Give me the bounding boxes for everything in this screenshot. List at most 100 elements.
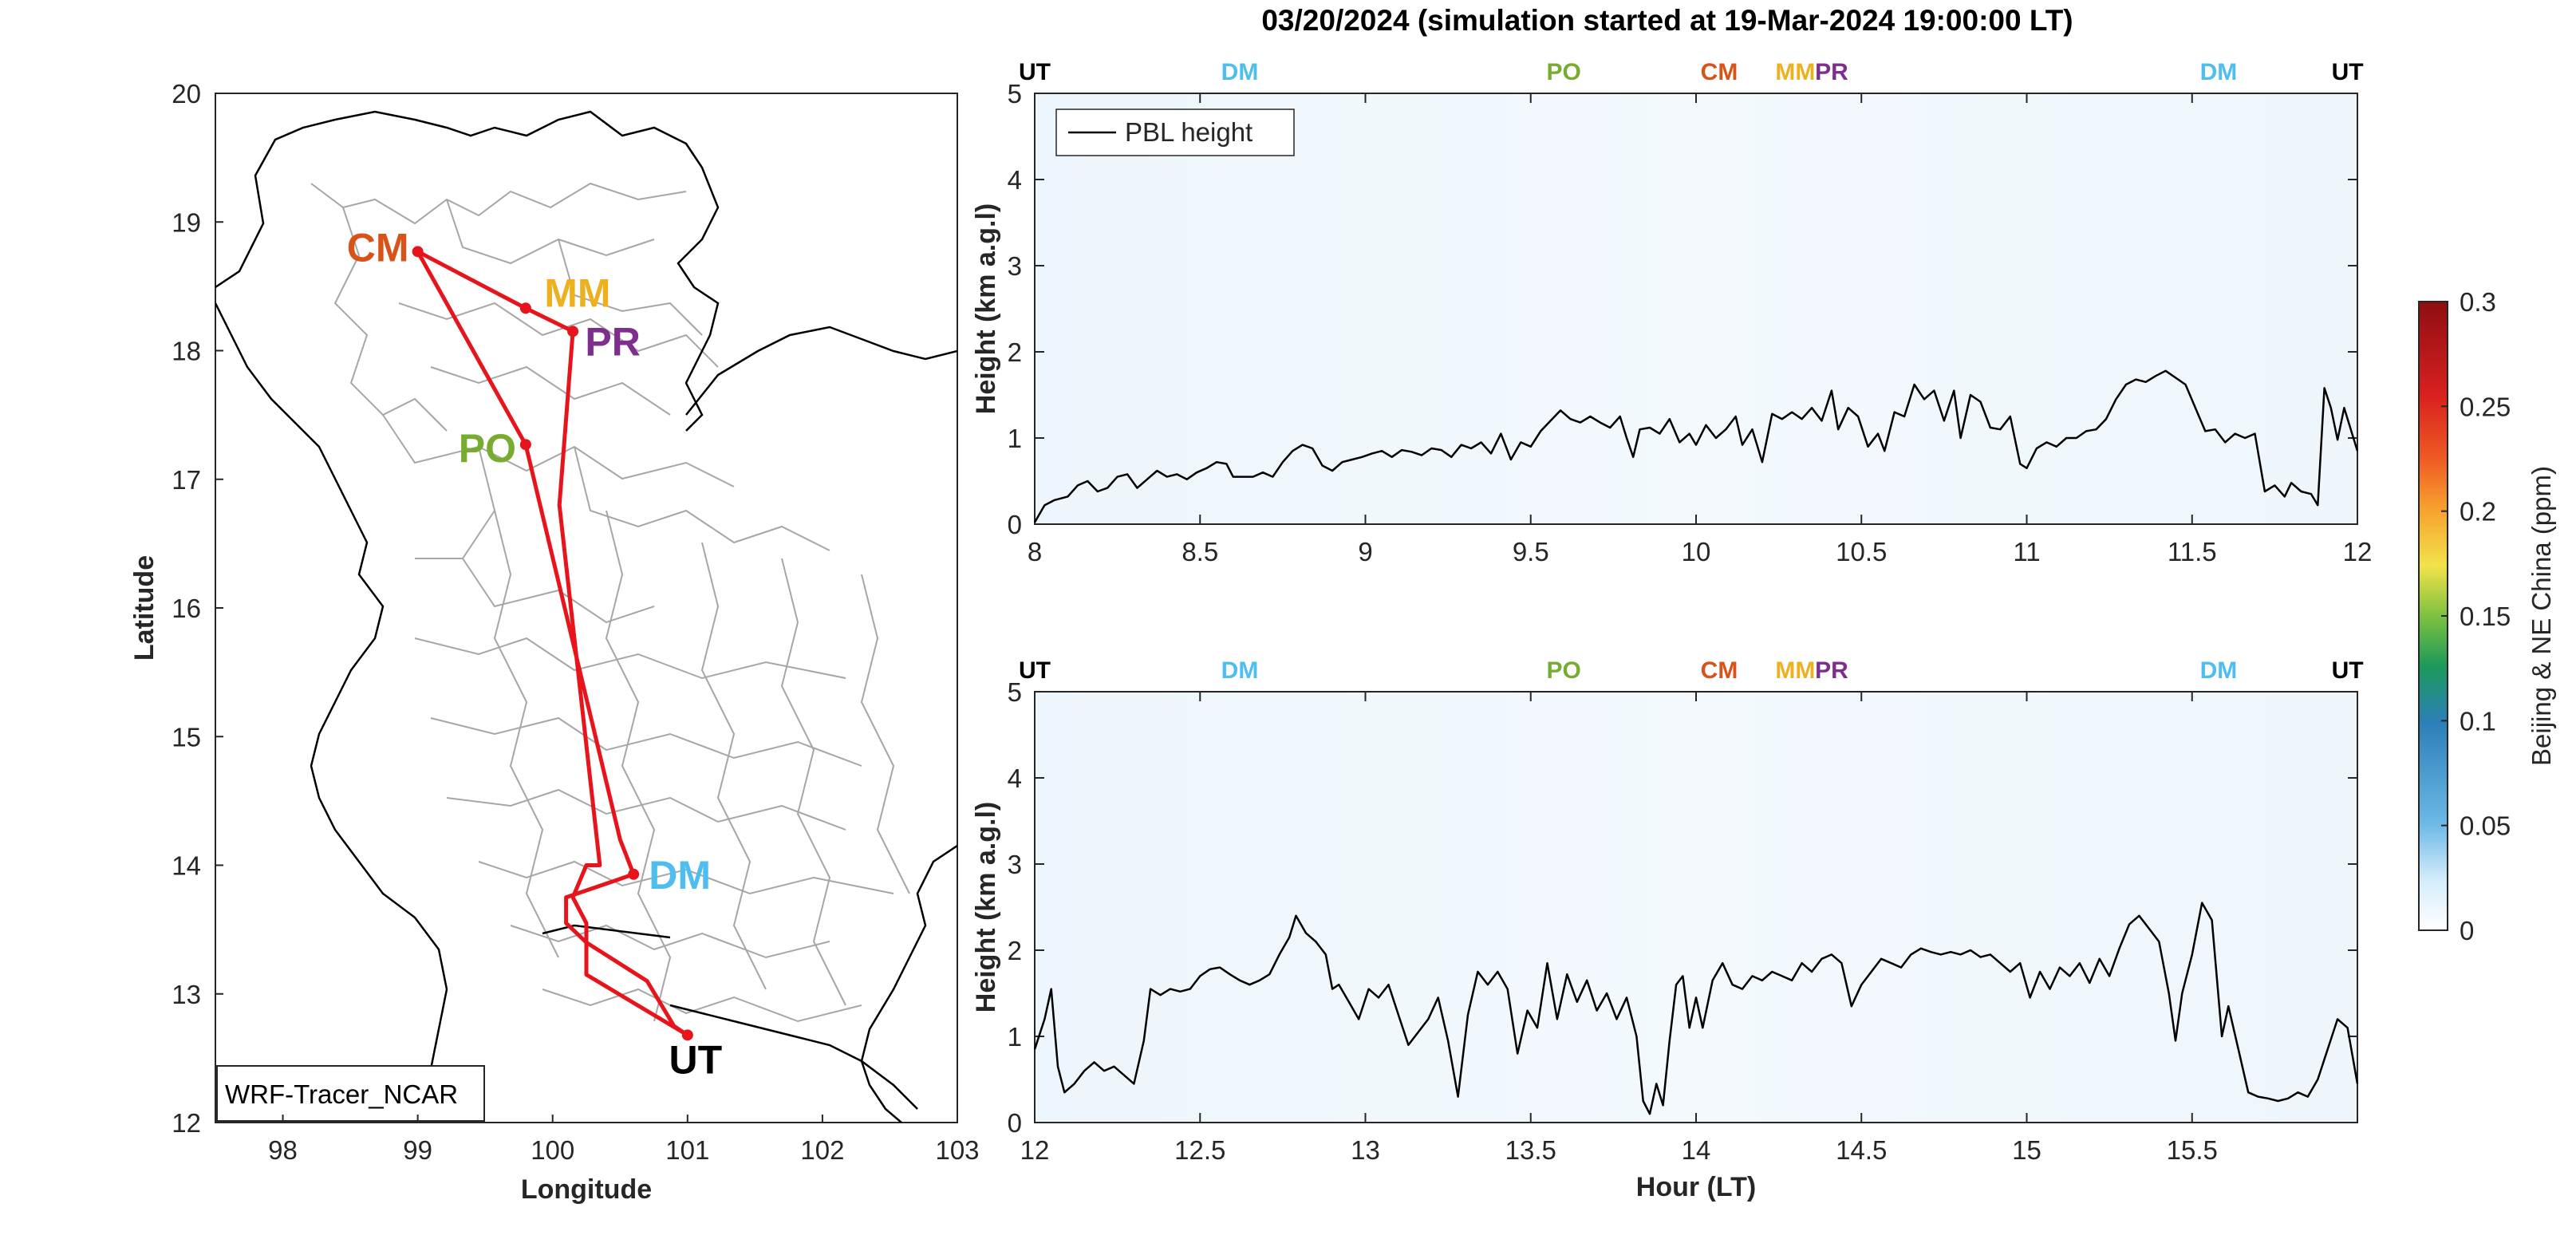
- station-label-ut: UT: [669, 1037, 722, 1082]
- station-marker-cm: CM: [1701, 59, 1738, 85]
- station-dot-cm: [412, 246, 424, 258]
- station-label-dm: DM: [649, 853, 711, 898]
- map-xtick-label: 101: [665, 1135, 709, 1165]
- station-marker-pr: PR: [1815, 59, 1848, 85]
- xtick-label: 8: [1028, 537, 1042, 566]
- colorbar: 0 0.05 0.1 0.15 0.2 0.25 0.3 Beijing & NE Chin…: [2418, 287, 2556, 945]
- station-marker-pr: PR: [1815, 657, 1848, 684]
- legend: PBL height: [1055, 109, 1295, 156]
- ylabel: Height (km a.g.l): [971, 802, 1001, 1012]
- colorbar-tick-label: 0.05: [2460, 811, 2511, 841]
- colorbar-tick-label: 0.1: [2460, 706, 2496, 736]
- model-label: WRF-Tracer_NCAR: [225, 1079, 458, 1109]
- map-ylabel: Latitude: [129, 555, 160, 661]
- tracer-field: [1035, 93, 2357, 524]
- map-y-ticks: 12 13 14 15 16 17 18 19 20: [172, 79, 223, 1138]
- ytick-label: 4: [1008, 764, 1022, 793]
- map-xtick-label: 103: [935, 1135, 979, 1165]
- map-ytick-label: 14: [172, 851, 201, 881]
- station-dot-dm: [628, 868, 640, 880]
- map-ytick-label: 20: [172, 79, 201, 109]
- station-marker-mm: MM: [1775, 657, 1815, 684]
- xtick-label: 14: [1682, 1135, 1711, 1165]
- ytick-label: 2: [1008, 936, 1022, 965]
- colorbar-label: Beijing & NE China (ppm): [2527, 466, 2556, 766]
- xtick-label: 13.5: [1505, 1135, 1556, 1165]
- series-line-pbl-height: [1033, 369, 2359, 523]
- station-marker-dm: DM: [1221, 59, 1259, 85]
- xtick-label: 10: [1682, 537, 1711, 566]
- map-xtick-label: 98: [268, 1135, 298, 1165]
- station-marker-ut: UT: [2332, 59, 2364, 85]
- xtick-label: 11.5: [2168, 537, 2217, 566]
- station-marker-po: PO: [1547, 59, 1581, 85]
- xtick-label: 12: [1020, 1135, 1050, 1165]
- map-ytick-label: 13: [172, 980, 201, 1009]
- xtick-label: 11: [2013, 537, 2040, 566]
- map-xtick-label: 100: [531, 1135, 574, 1165]
- ytick-label: 2: [1008, 337, 1022, 367]
- map-x-ticks: 98 99 100 101 102 103: [268, 1115, 980, 1165]
- station-label-mm: MM: [544, 270, 610, 315]
- ytick-label: 0: [1008, 1108, 1022, 1138]
- station-dot-pr: [567, 326, 579, 337]
- map-ytick-label: 17: [172, 465, 201, 495]
- ytick-label: 5: [1008, 79, 1022, 109]
- figure-title: 03/20/2024 (simulation started at 19-Mar…: [1261, 4, 2073, 37]
- xtick-label: 10.5: [1836, 537, 1887, 566]
- series-line-pbl-height: [1033, 902, 2359, 1115]
- model-label-box: [216, 1065, 485, 1122]
- ytick-label: 4: [1008, 165, 1022, 195]
- xtick-label: 12: [2343, 537, 2373, 566]
- ytick-label: 3: [1008, 251, 1022, 281]
- xtick-label: 12.5: [1174, 1135, 1225, 1165]
- station-marker-dm: DM: [1221, 657, 1259, 684]
- colorbar-tick-label: 0.3: [2460, 287, 2496, 317]
- legend-entry: PBL height: [1125, 117, 1252, 147]
- colorbar-tick-label: 0.2: [2460, 497, 2496, 527]
- station-label-cm: CM: [347, 225, 409, 270]
- station-marker-ut: UT: [1019, 657, 1051, 684]
- colorbar-tick-label: 0.15: [2460, 602, 2511, 631]
- ytick-label: 0: [1008, 510, 1022, 539]
- tracer-field: [1035, 692, 2357, 1123]
- xtick-label: 15.5: [2167, 1135, 2218, 1165]
- map-xtick-label: 102: [800, 1135, 844, 1165]
- station-dot-mm: [519, 302, 531, 314]
- xtick-label: 14.5: [1836, 1135, 1887, 1165]
- colorbar-tick-label: 0: [2460, 916, 2474, 945]
- station-dot-ut: [681, 1029, 693, 1041]
- station-marker-dm: DM: [2200, 657, 2238, 684]
- map-ytick-label: 18: [172, 337, 201, 366]
- map-borders: [215, 110, 957, 1123]
- station-marker-po: PO: [1547, 657, 1581, 684]
- station-label-po: PO: [459, 426, 516, 471]
- colorbar-tick-label: 0.25: [2460, 392, 2511, 421]
- station-marker-cm: CM: [1701, 657, 1738, 684]
- station-marker-ut: UT: [1019, 59, 1051, 85]
- ytick-label: 3: [1008, 850, 1022, 879]
- ytick-label: 1: [1008, 1022, 1022, 1052]
- xtick-label: 8.5: [1181, 537, 1218, 566]
- xtick-label: 9.5: [1513, 537, 1549, 566]
- station-marker-ut: UT: [2332, 657, 2364, 684]
- xlabel: Hour (LT): [1636, 1172, 1756, 1202]
- map-ytick-label: 15: [172, 722, 201, 752]
- map-ytick-label: 19: [172, 207, 201, 237]
- map-ytick-label: 16: [172, 594, 201, 623]
- ylabel: Height (km a.g.l): [971, 203, 1001, 414]
- station-marker-mm: MM: [1775, 59, 1815, 85]
- station-dot-po: [519, 439, 531, 451]
- xtick-label: 13: [1351, 1135, 1380, 1165]
- map-ytick-label: 12: [172, 1108, 201, 1138]
- ytick-label: 5: [1008, 677, 1022, 707]
- colorbar-ticks: 0 0.05 0.1 0.15 0.2 0.25 0.3: [2441, 287, 2511, 945]
- ytick-label: 1: [1008, 424, 1022, 453]
- map-xlabel: Longitude: [521, 1174, 652, 1205]
- xtick-label: 9: [1358, 537, 1372, 566]
